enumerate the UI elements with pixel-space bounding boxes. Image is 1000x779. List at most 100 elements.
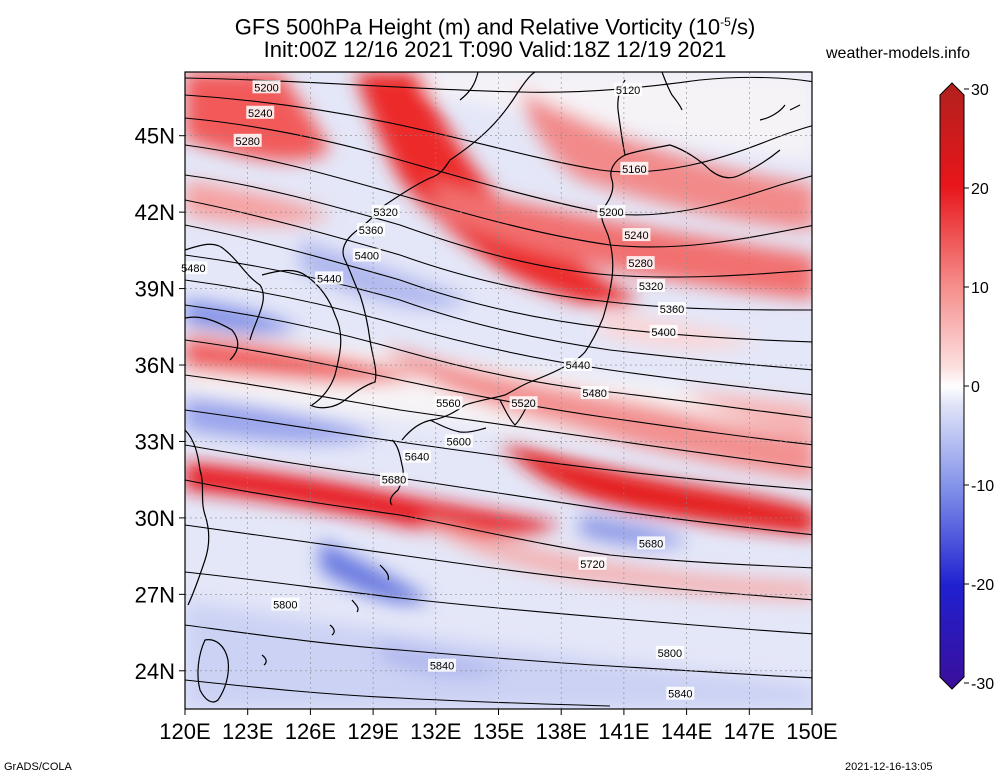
svg-text:5240: 5240 <box>624 230 648 242</box>
svg-text:5160: 5160 <box>622 164 646 176</box>
lon-tick-label: 150E <box>786 719 837 744</box>
contour-label: 5360 <box>357 222 386 237</box>
coastlines <box>185 72 801 703</box>
contour-label: 5720 <box>578 556 607 571</box>
contour-label: 5520 <box>509 396 538 410</box>
contour-label: 5240 <box>622 228 651 242</box>
svg-text:5200: 5200 <box>254 82 278 94</box>
lon-tick-label: 120E <box>159 719 210 744</box>
contour-label: 5240 <box>246 105 275 120</box>
colorbar-tick-label: -20 <box>971 577 994 594</box>
contour-label: 5480 <box>179 261 208 275</box>
contour-label: 5840 <box>666 686 695 701</box>
svg-text:5240: 5240 <box>248 108 272 120</box>
lat-tick-label: 33N <box>135 429 175 454</box>
site-credit: weather-models.info <box>826 45 971 62</box>
colorbar-tick-label: 0 <box>971 379 980 396</box>
lon-tick-label: 126E <box>285 719 336 744</box>
svg-text:5280: 5280 <box>628 258 652 270</box>
contour-label: 5600 <box>444 434 473 448</box>
colorbar-tick-label: 10 <box>971 280 989 297</box>
contour-label: 5120 <box>614 82 643 97</box>
contour-label: 5800 <box>655 645 684 660</box>
longitude-axis: 120E 123E 126E 129E 132E 135E 138E 141E 144E 147E… <box>159 709 838 744</box>
contour-label-layer: 5120516052005200524052405280528053205320… <box>179 80 695 701</box>
lat-tick-label: 45N <box>135 124 175 149</box>
lon-tick-label: 129E <box>347 719 398 744</box>
lat-tick-label: 30N <box>135 506 175 531</box>
contour-label: 5400 <box>352 248 381 262</box>
svg-text:5400: 5400 <box>651 327 675 339</box>
svg-text:5680: 5680 <box>382 475 406 487</box>
svg-text:5840: 5840 <box>668 689 692 701</box>
software-credit: GrADS/COLA <box>4 761 72 773</box>
svg-text:5480: 5480 <box>582 388 606 400</box>
svg-text:5440: 5440 <box>566 360 590 372</box>
svg-text:5280: 5280 <box>235 136 259 148</box>
contour-label: 5680 <box>637 536 666 550</box>
lon-tick-label: 132E <box>410 719 461 744</box>
svg-text:5600: 5600 <box>447 436 471 448</box>
contour-label: 5280 <box>233 133 262 148</box>
contour-label: 5840 <box>428 658 457 673</box>
height-contours <box>185 76 812 707</box>
svg-text:5320: 5320 <box>639 281 663 293</box>
colorbar-tick-label: -10 <box>971 478 994 495</box>
svg-text:5720: 5720 <box>580 559 604 571</box>
title-line-2: Init:00Z 12/16 2021 T:090 Valid:18Z 12/1… <box>263 37 727 62</box>
svg-text:5800: 5800 <box>658 648 682 660</box>
lat-tick-label: 24N <box>135 659 175 684</box>
contour-label: 5360 <box>657 301 686 316</box>
latitude-axis: 45N 42N 39N 36N 33N 30N 27N 24N <box>135 124 185 684</box>
colorbar: 30 20 10 0 -10 -20 -30 <box>939 82 994 693</box>
lon-tick-label: 135E <box>473 719 524 744</box>
svg-text:5320: 5320 <box>373 207 397 219</box>
svg-text:5800: 5800 <box>273 600 297 612</box>
svg-text:5400: 5400 <box>355 250 379 262</box>
lat-tick-label: 36N <box>135 353 175 378</box>
lon-tick-label: 138E <box>536 719 587 744</box>
svg-text:5640: 5640 <box>405 452 429 464</box>
contour-label: 5440 <box>563 358 592 372</box>
lat-tick-label: 27N <box>135 582 175 607</box>
graticule <box>185 72 812 709</box>
contour-label: 5320 <box>637 279 666 293</box>
contour-label: 5400 <box>649 324 678 339</box>
svg-text:5360: 5360 <box>359 225 383 237</box>
lon-tick-label: 144E <box>661 719 712 744</box>
svg-text:5360: 5360 <box>660 304 684 316</box>
svg-text:5560: 5560 <box>436 398 460 410</box>
svg-text:5520: 5520 <box>511 398 535 410</box>
lon-tick-label: 123E <box>222 719 273 744</box>
colorbar-tick-label: 30 <box>971 82 989 99</box>
title-line-1: GFS 500hPa Height (m) and Relative Vorti… <box>234 14 756 40</box>
svg-text:5440: 5440 <box>317 273 341 285</box>
svg-text:5480: 5480 <box>181 263 205 275</box>
lon-tick-label: 141E <box>598 719 649 744</box>
contour-label: 5320 <box>371 205 400 219</box>
svg-text:5680: 5680 <box>639 538 663 550</box>
vorticity-field <box>185 72 812 709</box>
contour-label: 5800 <box>271 597 300 612</box>
svg-text:5120: 5120 <box>616 85 640 97</box>
contour-label: 5200 <box>597 205 626 219</box>
contour-label: 5280 <box>626 256 655 270</box>
svg-text:5840: 5840 <box>430 661 454 673</box>
lon-tick-label: 147E <box>724 719 775 744</box>
lat-tick-label: 42N <box>135 200 175 225</box>
contour-label: 5480 <box>580 386 609 400</box>
colorbar-tick-label: -30 <box>971 676 994 693</box>
lat-tick-label: 39N <box>135 277 175 302</box>
colorbar-bar <box>939 82 965 690</box>
contour-label: 5680 <box>380 472 408 487</box>
svg-text:5200: 5200 <box>599 207 623 219</box>
generation-timestamp: 2021-12-16-13:05 <box>845 761 933 773</box>
colorbar-tick-label: 20 <box>971 181 989 198</box>
contour-label: 5560 <box>434 396 463 410</box>
contour-label: 5640 <box>402 449 431 464</box>
contour-label: 5200 <box>252 80 281 94</box>
contour-label: 5440 <box>315 271 344 285</box>
colorbar-ticks: 30 20 10 0 -10 -20 -30 <box>964 82 994 693</box>
contour-label: 5160 <box>620 161 649 176</box>
